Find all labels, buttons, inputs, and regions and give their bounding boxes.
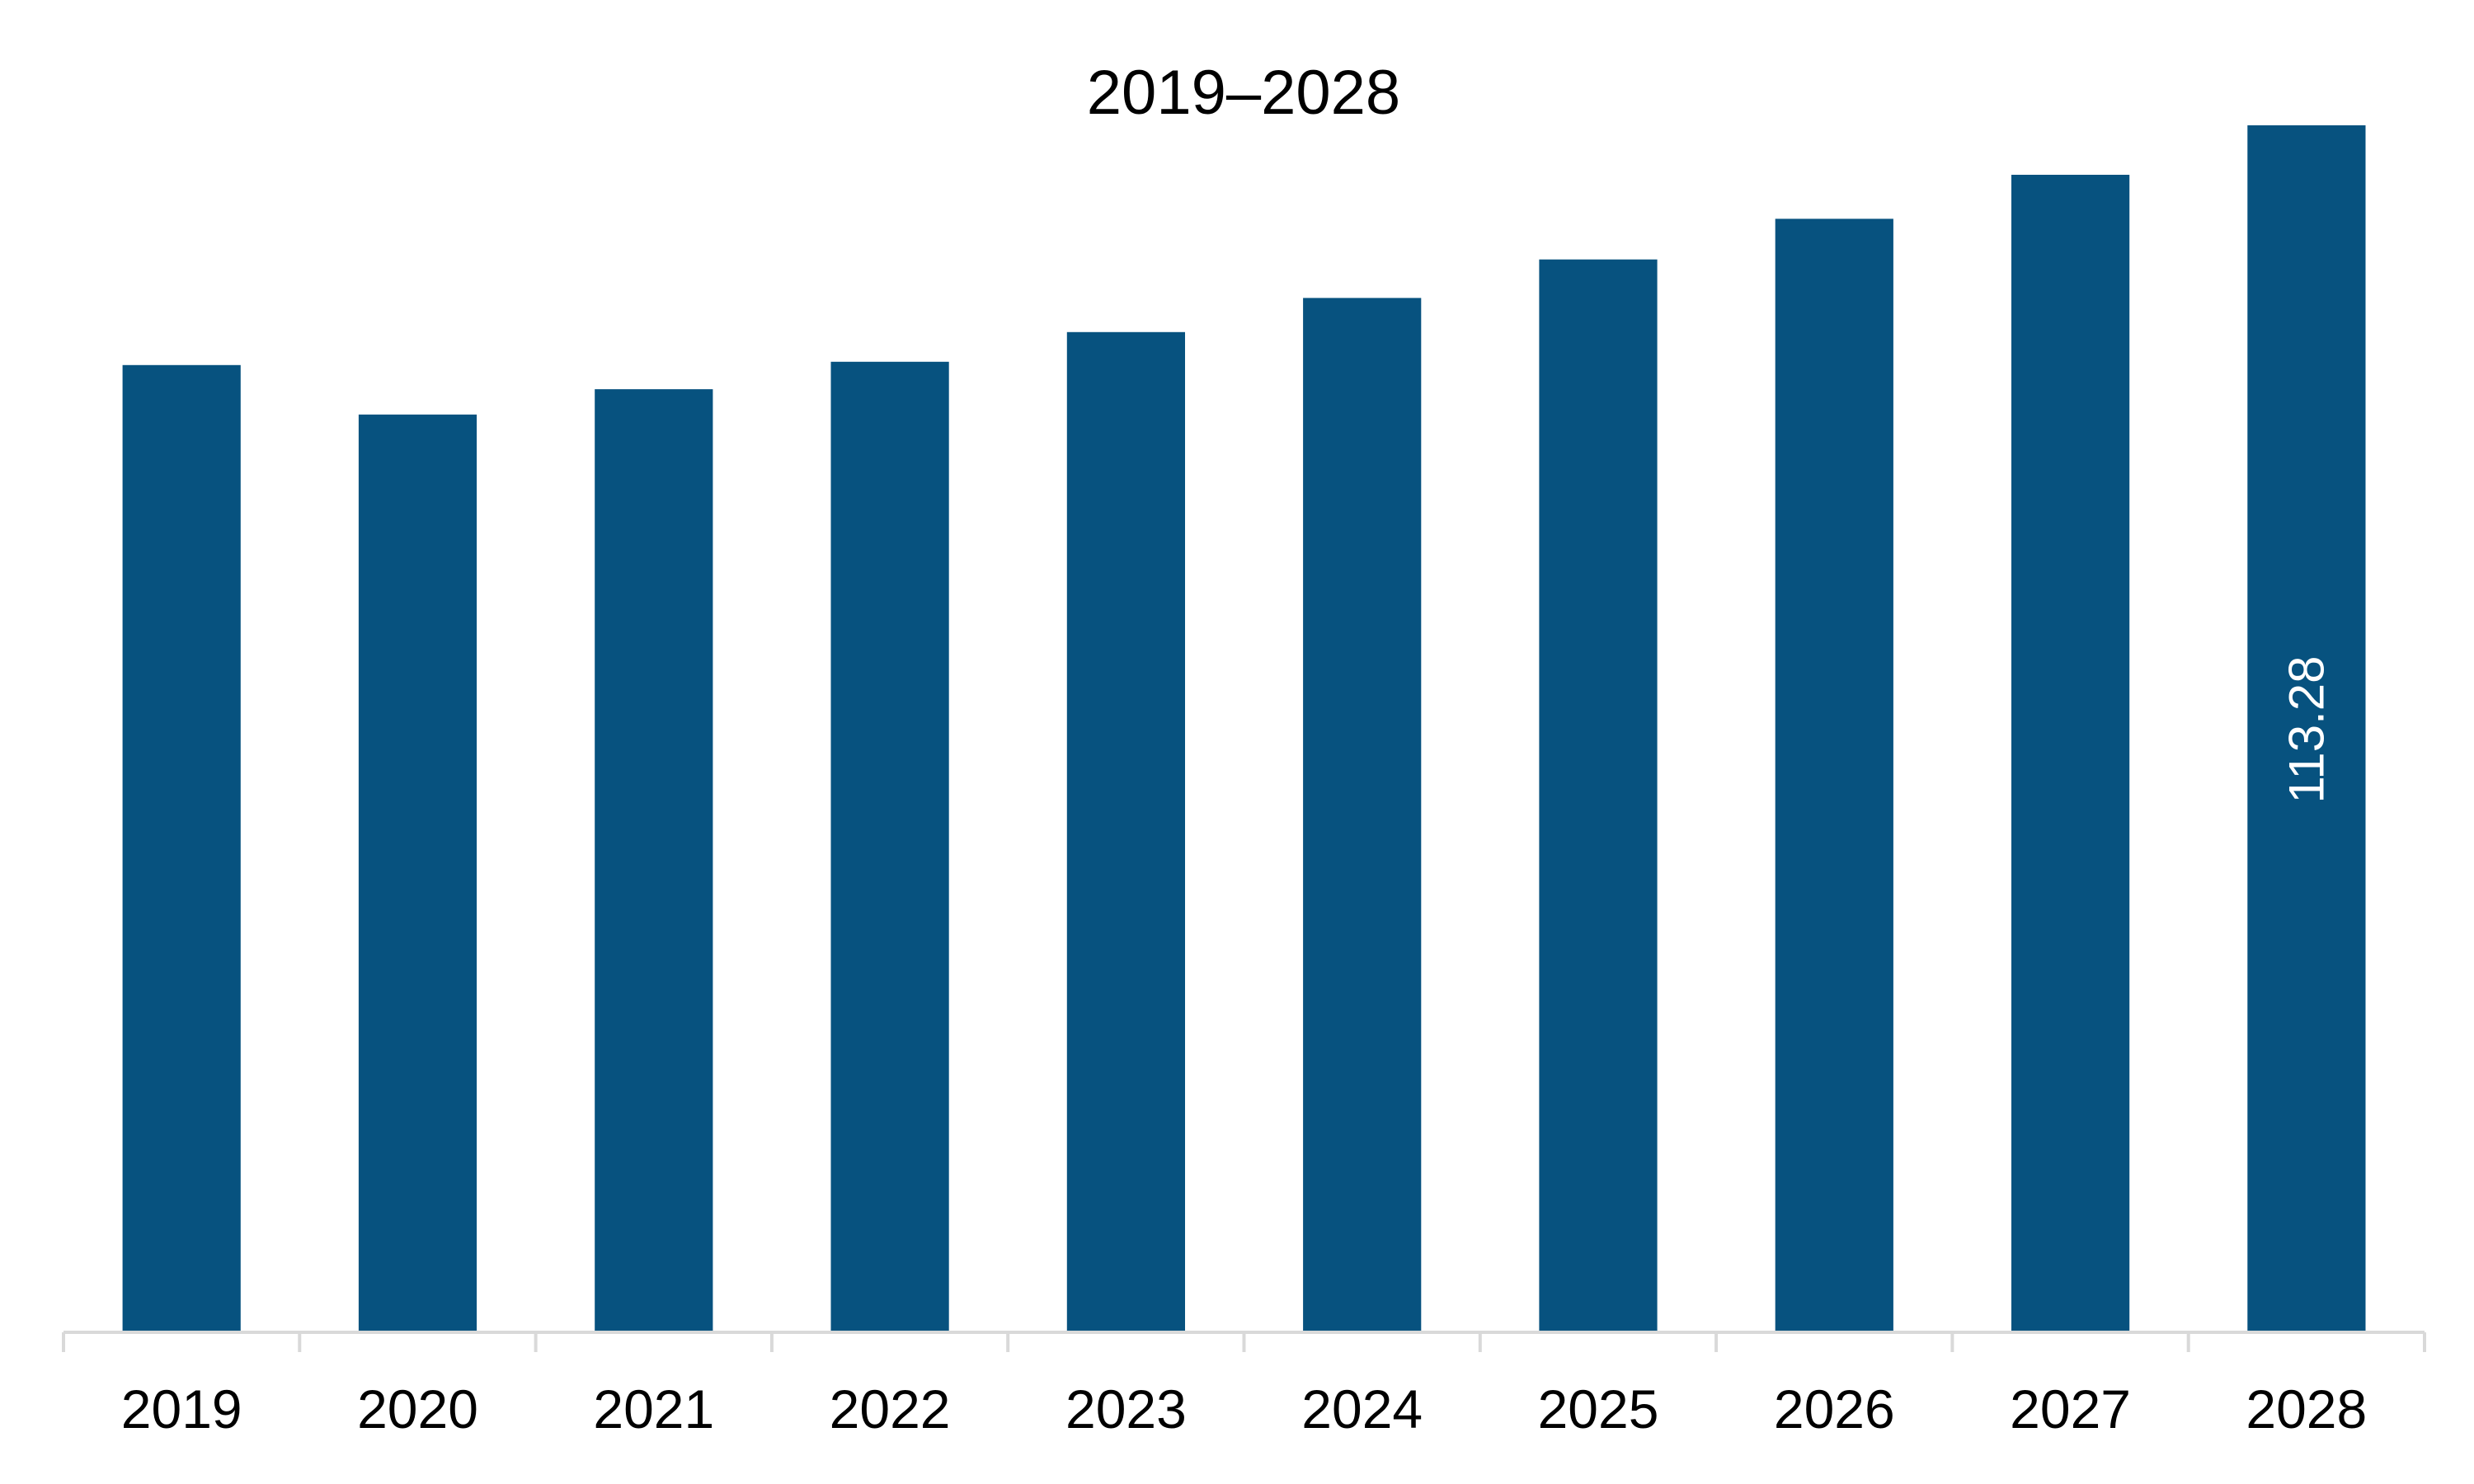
bar-2023 xyxy=(1066,331,1185,1331)
data-labels-group: 113.28 xyxy=(2279,655,2334,803)
data-label-2028: 113.28 xyxy=(2279,655,2334,803)
x-tick-label-2023: 2023 xyxy=(1065,1378,1187,1439)
bar-2027 xyxy=(2011,175,2130,1331)
bar-2019 xyxy=(122,364,241,1331)
bars-group xyxy=(122,125,2366,1331)
x-tick-label-2021: 2021 xyxy=(593,1378,714,1439)
x-tick-label-2026: 2026 xyxy=(1774,1378,1895,1439)
x-tick-label-2025: 2025 xyxy=(1538,1378,1659,1439)
x-axis xyxy=(62,1331,2426,1352)
bar-2021 xyxy=(595,389,713,1331)
x-tick-label-2019: 2019 xyxy=(121,1378,242,1439)
x-tick-labels: 2019 2020 2021 2022 2023 2024 2025 2026 2027 2028 xyxy=(121,1378,2367,1439)
chart-title: 2019–2028 xyxy=(1087,58,1400,128)
bar-2028 xyxy=(2247,125,2366,1331)
x-tick-label-2020: 2020 xyxy=(357,1378,478,1439)
x-tick-label-2028: 2028 xyxy=(2246,1378,2367,1439)
x-tick-label-2024: 2024 xyxy=(1301,1378,1423,1439)
bar-2024 xyxy=(1303,298,1422,1331)
bar-2026 xyxy=(1775,218,1893,1331)
bar-2025 xyxy=(1539,259,1658,1331)
x-tick-label-2022: 2022 xyxy=(830,1378,951,1439)
bar-2020 xyxy=(358,414,477,1331)
bar-2022 xyxy=(830,361,949,1331)
x-tick-label-2027: 2027 xyxy=(2010,1378,2131,1439)
